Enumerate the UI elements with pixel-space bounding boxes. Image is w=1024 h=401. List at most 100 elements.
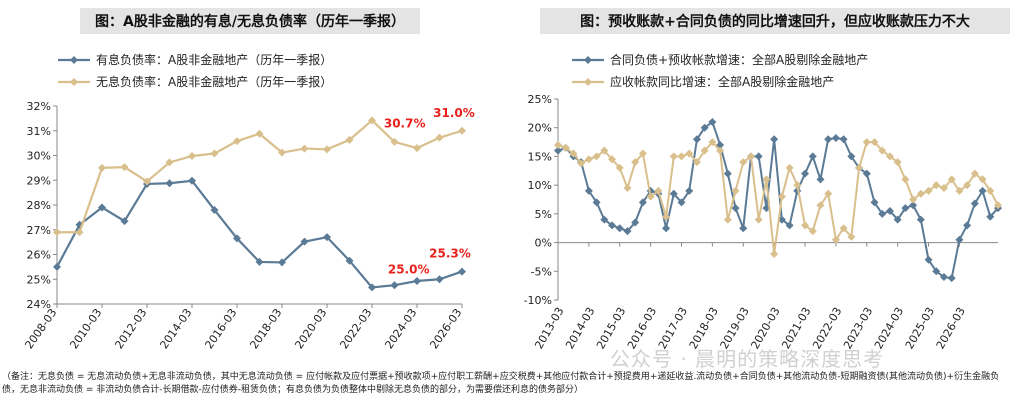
series-1-point-47 bbox=[916, 189, 925, 198]
legend-marker-1 bbox=[584, 78, 592, 86]
series-0-point-8 bbox=[615, 224, 624, 233]
series-0-point-41 bbox=[870, 198, 879, 207]
series-1-point-10 bbox=[278, 148, 286, 157]
series-0-point-19 bbox=[700, 123, 709, 132]
data-label-0: 31.0% bbox=[433, 106, 475, 120]
series-0-point-5 bbox=[592, 198, 601, 207]
series-1-point-7 bbox=[608, 155, 617, 164]
right-chart-title: 图：预收账款+合同负债的同比增速回升，但应收账款压力不大 bbox=[540, 8, 1010, 34]
series-1-point-20 bbox=[708, 138, 717, 147]
series-0-point-12 bbox=[323, 233, 331, 242]
series-1-point-15 bbox=[669, 152, 678, 161]
series-1-point-17 bbox=[435, 133, 444, 142]
series-0-point-14 bbox=[368, 283, 376, 292]
series-1-point-53 bbox=[963, 181, 972, 190]
series-0-point-16 bbox=[413, 276, 421, 285]
legend-label-0: 合同负债+预收帐款增速：全部A股剔除金融地产 bbox=[610, 52, 868, 67]
series-0-point-6 bbox=[188, 176, 196, 185]
series-1-point-36 bbox=[831, 235, 840, 244]
series-0-point-54 bbox=[970, 199, 979, 208]
series-0-point-15 bbox=[390, 281, 399, 290]
series-1-point-7 bbox=[210, 149, 219, 158]
left-chart-svg: 24% 25% 26% 27% 28% 29% 30% 31% 32% 2008-03 2010-0… bbox=[22, 52, 475, 351]
series-0-point-11 bbox=[638, 198, 647, 207]
data-label-2: 25.3% bbox=[429, 247, 471, 261]
x-tick-label-0: 2013-03 bbox=[532, 305, 566, 351]
series-0-point-18 bbox=[458, 267, 466, 276]
series-1-point-12 bbox=[323, 145, 331, 154]
series-1-point-29 bbox=[777, 192, 786, 201]
series-1-point-49 bbox=[932, 181, 941, 190]
series-1-point-4 bbox=[143, 177, 151, 186]
legend-marker-0 bbox=[584, 56, 592, 64]
data-label-1: 30.7% bbox=[384, 117, 426, 131]
series-1-point-8 bbox=[615, 163, 624, 172]
series-1-point-21 bbox=[716, 146, 725, 155]
series-0-point-16 bbox=[677, 198, 686, 207]
series-1-point-14 bbox=[662, 212, 671, 221]
y-tick-label-1: 25% bbox=[27, 273, 51, 286]
series-0-point-35 bbox=[824, 135, 833, 144]
series-1-point-40 bbox=[862, 138, 871, 147]
series-0-point-32 bbox=[801, 169, 810, 178]
series-1-point-17 bbox=[685, 149, 694, 158]
series-0-point-56 bbox=[986, 212, 995, 221]
series-1-point-12 bbox=[646, 192, 655, 201]
series-1-point-4 bbox=[584, 155, 593, 164]
series-0-point-26 bbox=[754, 152, 763, 161]
series-1-point-3 bbox=[577, 159, 586, 168]
series-1-point-1 bbox=[75, 228, 84, 237]
series-1-point-28 bbox=[770, 250, 779, 259]
series-1-point-45 bbox=[901, 175, 910, 184]
series-0-point-17 bbox=[685, 186, 694, 195]
series-1-point-9 bbox=[255, 129, 264, 138]
series-0-point-0 bbox=[53, 262, 61, 271]
series-1-point-51 bbox=[947, 175, 956, 184]
series-1-point-37 bbox=[839, 224, 848, 233]
y-tick-label-3: 27% bbox=[27, 224, 51, 237]
series-1-point-56 bbox=[986, 186, 995, 195]
x-tick-label-0: 2008-03 bbox=[22, 306, 59, 351]
y-tick-label-3: 5% bbox=[535, 208, 552, 221]
series-1-point-23 bbox=[731, 186, 740, 195]
watermark-text: 公众号 · 晨明的策略深度思考 bbox=[610, 347, 885, 371]
series-1-point-5 bbox=[165, 158, 174, 167]
y-tick-label-7: 31% bbox=[27, 125, 51, 138]
y-tick-label-4: 28% bbox=[27, 199, 51, 212]
series-0-point-8 bbox=[233, 234, 241, 243]
series-0-point-49 bbox=[932, 267, 941, 276]
series-0-point-6 bbox=[600, 215, 609, 224]
series-0-point-4 bbox=[584, 186, 593, 195]
series-0-point-45 bbox=[901, 204, 910, 213]
series-0-point-43 bbox=[885, 206, 894, 215]
series-0-point-22 bbox=[723, 169, 732, 178]
series-0-point-3 bbox=[120, 217, 129, 226]
y-tick-label-8: 32% bbox=[27, 100, 51, 113]
x-tick-label-2: 2012-03 bbox=[112, 306, 149, 351]
series-1-point-42 bbox=[878, 146, 887, 155]
x-tick-label-5: 2018-03 bbox=[247, 306, 284, 351]
x-tick-label-9: 2026-03 bbox=[427, 306, 464, 351]
series-1-point-52 bbox=[955, 186, 964, 195]
series-0-point-10 bbox=[278, 258, 286, 267]
series-1-point-1 bbox=[561, 143, 570, 152]
series-0-point-55 bbox=[978, 186, 987, 195]
series-1-point-2 bbox=[98, 163, 106, 172]
series-1-point-46 bbox=[909, 195, 918, 204]
series-0-point-51 bbox=[947, 274, 956, 283]
series-1-point-44 bbox=[893, 158, 902, 167]
series-1-point-18 bbox=[692, 158, 701, 167]
series-0-point-2 bbox=[98, 203, 106, 212]
series-0-point-47 bbox=[916, 215, 925, 224]
series-1-point-38 bbox=[847, 232, 856, 241]
y-tick-label-1: -5% bbox=[531, 265, 552, 278]
legend-label-1: 应收帐款同比增速：全部A股剔除金融地产 bbox=[610, 74, 834, 89]
series-1-point-43 bbox=[885, 152, 894, 161]
series-1-point-15 bbox=[390, 137, 399, 146]
right-chart-panel: 图：预收账款+合同负债的同比增速回升，但应收账款压力不大 -10% -5% 0% 5%… bbox=[510, 0, 1024, 368]
series-0-point-30 bbox=[785, 221, 794, 230]
legend-label-1: 无息负债率：A股非金融地产（历年一季报） bbox=[96, 74, 332, 89]
y-tick-label-2: 0% bbox=[535, 237, 552, 250]
x-tick-label-7: 2022-03 bbox=[337, 306, 374, 351]
series-1-point-41 bbox=[870, 138, 879, 147]
